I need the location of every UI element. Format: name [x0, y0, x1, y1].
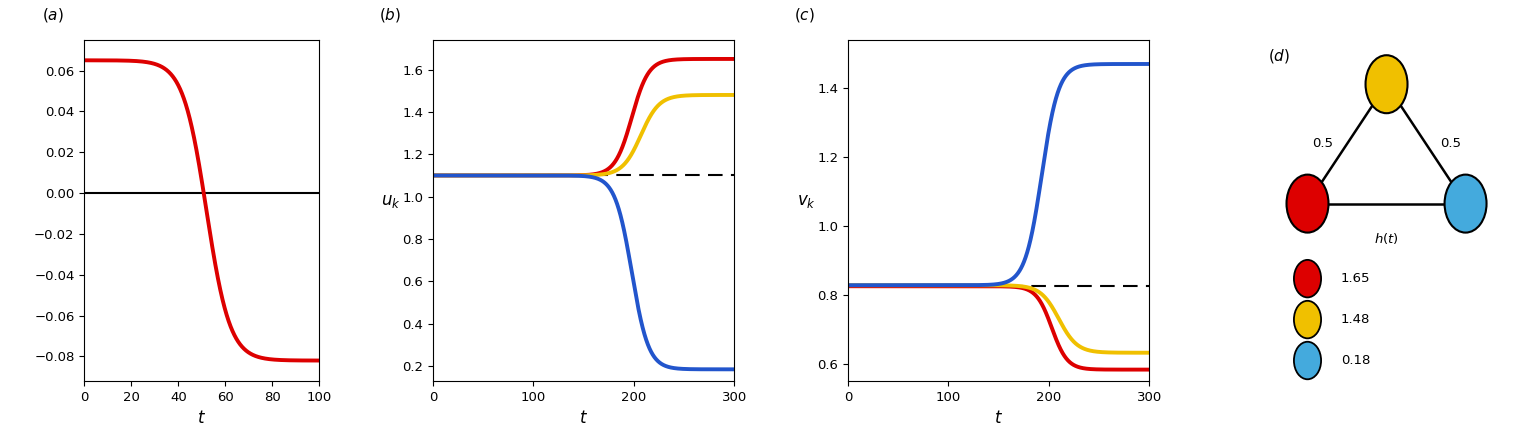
Circle shape	[1444, 175, 1487, 233]
X-axis label: $t$: $t$	[198, 409, 207, 427]
Y-axis label: $u_k$: $u_k$	[382, 192, 402, 210]
Text: $(a)$: $(a)$	[41, 6, 64, 24]
Text: $(d)$: $(d)$	[1268, 47, 1291, 65]
Circle shape	[1294, 260, 1321, 297]
Circle shape	[1286, 175, 1329, 233]
Text: 1.65: 1.65	[1341, 272, 1371, 285]
Y-axis label: $v_k$: $v_k$	[797, 192, 816, 210]
Text: 1.48: 1.48	[1341, 313, 1371, 326]
X-axis label: $t$: $t$	[993, 409, 1003, 427]
Text: $h(t)$: $h(t)$	[1374, 231, 1400, 246]
Circle shape	[1294, 342, 1321, 379]
Text: 0.18: 0.18	[1341, 354, 1371, 367]
Circle shape	[1294, 301, 1321, 338]
Text: $(c)$: $(c)$	[794, 6, 814, 24]
X-axis label: $t$: $t$	[579, 409, 589, 427]
Text: 0.5: 0.5	[1312, 137, 1332, 151]
Text: $(b)$: $(b)$	[379, 6, 402, 24]
Text: 0.5: 0.5	[1439, 137, 1461, 151]
Circle shape	[1366, 55, 1407, 113]
